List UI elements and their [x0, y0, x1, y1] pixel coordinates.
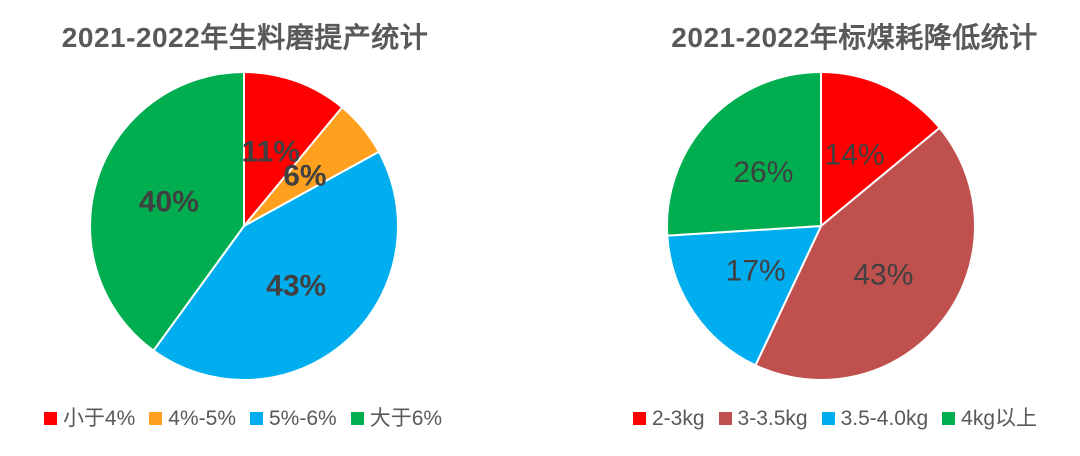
legend-swatch-blue — [821, 411, 835, 425]
pie-slice-5%-6% — [152, 150, 399, 381]
pie-raw-mill: 11%6% 43% 40% — [89, 71, 399, 381]
pie-slice-4kg以上 — [665, 71, 822, 237]
legend-swatch-blue — [250, 411, 263, 425]
legend-swatch-orange — [149, 411, 163, 425]
pie-slice-2-3kg — [820, 71, 941, 227]
legend-swatch-green — [942, 411, 956, 425]
slice-data-label: 43% — [266, 269, 326, 302]
legend-item: 4%-5% — [149, 408, 236, 429]
pie-coal-consumption: 14% 43% 17% 26% — [665, 71, 976, 381]
legend-label: 5%-6% — [269, 406, 337, 430]
legend-label: 4kg以上 — [961, 406, 1037, 430]
legend-label: 4%-5% — [168, 406, 236, 430]
legend-item: 3.5-4.0kg — [821, 406, 929, 430]
legend-item: 大于6% — [350, 406, 443, 430]
legend-item: 小于4% — [43, 406, 136, 430]
pie-slice-大于6% — [89, 71, 245, 352]
slice-data-label: 6% — [283, 160, 326, 193]
legend-item: 5%-6% — [250, 408, 337, 429]
slice-data-label: 17% — [726, 254, 786, 287]
legend-label: 3.5-4.0kg — [840, 406, 929, 430]
legend-label: 2-3kg — [652, 406, 705, 430]
slice-data-label: 11% — [242, 136, 300, 169]
legend-label: 3-3.5kg — [737, 406, 808, 430]
legend-label: 大于6% — [369, 406, 443, 430]
pie-slice-3-3.5kg — [754, 126, 976, 381]
legend-item: 4kg以上 — [942, 408, 1037, 429]
legend-coal-consumption: 2-3kg 3-3.5kg 3.5-4.0kg 4kg以上 — [590, 402, 1080, 434]
legend-raw-mill: 小于4% 4%-5% 5%-6% 大于6% — [0, 402, 486, 434]
legend-item: 3-3.5kg — [718, 406, 808, 430]
legend-swatch-red — [43, 411, 57, 425]
slice-data-label: 40% — [139, 186, 199, 219]
legend-swatch-red — [633, 411, 646, 425]
legend-label: 小于4% — [62, 406, 136, 430]
slice-data-label: 43% — [853, 258, 913, 291]
chart-title-coal-consumption: 2021-2022年标煤耗降低统计 — [671, 22, 1038, 53]
legend-swatch-green — [350, 411, 364, 425]
slice-data-label: 26% — [733, 156, 793, 189]
legend-item: 2-3kg — [633, 408, 705, 429]
chart-title-raw-mill: 2021-2022年生料磨提产统计 — [61, 22, 429, 53]
pie-slice-小于4% — [243, 71, 344, 227]
slice-data-label: 14% — [825, 139, 885, 172]
legend-swatch-dark-red — [718, 411, 732, 425]
pie-slice-3.5-4.0kg — [666, 225, 822, 367]
